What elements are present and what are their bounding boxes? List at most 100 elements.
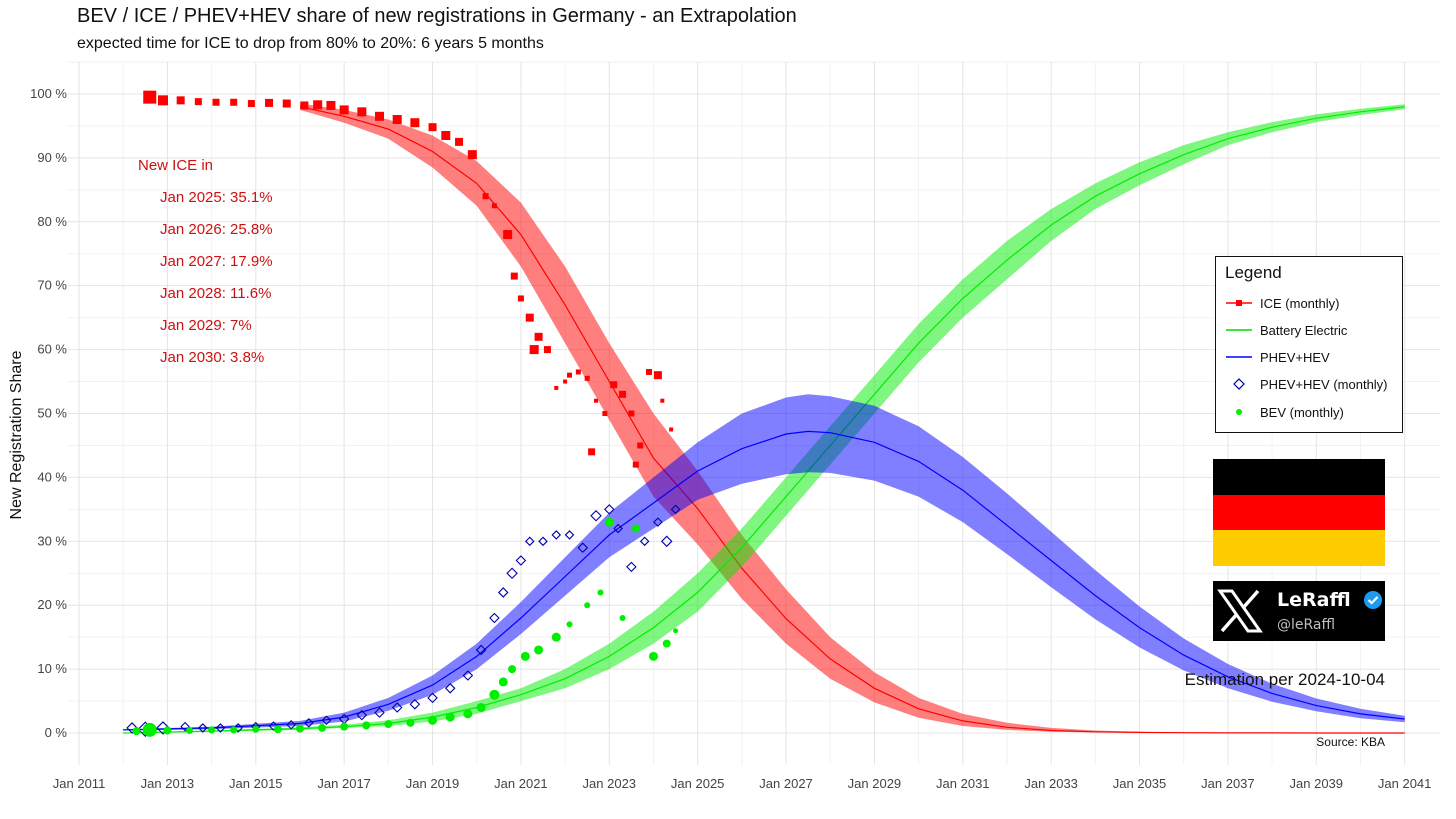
phev-hev-monthly-point: [577, 542, 589, 553]
x-tick-label: Jan 2015: [229, 776, 283, 791]
x-tick-label: Jan 2033: [1024, 776, 1078, 791]
ice-monthly-point: [467, 150, 477, 160]
ice-monthly-point: [503, 230, 513, 240]
author-handle: @leRaffl: [1277, 617, 1336, 633]
legend-title: Legend: [1225, 263, 1282, 282]
flag-stripe-black: [1213, 459, 1385, 495]
phev-hev-monthly-point: [538, 536, 548, 547]
ice-monthly-point: [230, 98, 238, 106]
x-tick-label: Jan 2017: [317, 776, 371, 791]
chart-title: BEV / ICE / PHEV+HEV share of new regist…: [77, 5, 797, 27]
phev-hev-monthly-point: [391, 702, 403, 713]
ice-monthly-point: [669, 427, 674, 432]
y-tick-label: 30 %: [37, 533, 67, 548]
bev-monthly-point: [186, 726, 194, 734]
ice-monthly-point: [510, 272, 518, 280]
ice-monthly-point: [660, 398, 665, 403]
annotation-line: Jan 2026: 25.8%: [160, 221, 273, 238]
legend-item-battery-electric: Battery Electric: [1224, 320, 1347, 340]
phev-hev-monthly-point: [197, 723, 208, 733]
phev-hev-monthly-point: [497, 587, 509, 598]
y-tick-label: 60 %: [37, 342, 67, 357]
x-tick-label: Jan 2037: [1201, 776, 1255, 791]
line-icon: [1226, 329, 1252, 331]
phev-hev-monthly-point: [613, 523, 623, 534]
ice-monthly-point: [194, 98, 202, 106]
x-tick-label: Jan 2019: [406, 776, 460, 791]
ice-monthly-point: [491, 203, 497, 209]
verified-badge-icon: [1364, 591, 1382, 609]
phev-hev-monthly-point: [626, 561, 637, 573]
y-tick-label: 80 %: [37, 214, 67, 229]
x-tick-label: Jan 2025: [671, 776, 725, 791]
bev-monthly-point: [566, 621, 573, 628]
chart-legend: Legend ICE (monthly) Battery Electric PH…: [1215, 256, 1403, 433]
annotation-line: Jan 2028: 11.6%: [160, 285, 271, 302]
legend-item-bev-monthly: BEV (monthly): [1224, 402, 1344, 422]
ice-monthly-point: [653, 371, 662, 380]
y-tick-label: 40 %: [37, 469, 67, 484]
bev-monthly-point: [208, 726, 216, 734]
ice-monthly-point: [212, 98, 220, 106]
phev-hev-monthly-point: [409, 699, 421, 710]
ice-monthly-point: [563, 379, 568, 384]
line-icon: [1226, 356, 1252, 358]
ice-monthly-point: [282, 99, 291, 108]
ice-monthly-point: [428, 123, 437, 132]
bev-monthly-point: [428, 715, 438, 725]
phev-hev-monthly-point: [660, 535, 673, 548]
ice-monthly-point: [588, 448, 596, 456]
phev-hev-monthly-point: [551, 530, 562, 540]
ice-monthly-point: [554, 385, 559, 390]
bev-monthly-point: [318, 723, 327, 732]
band-phev-hev: [123, 394, 1405, 731]
bev-monthly-point: [163, 726, 172, 735]
ice-monthly-point: [357, 107, 367, 117]
y-tick-label: 90 %: [37, 150, 67, 165]
ice-monthly-point: [529, 345, 539, 355]
line-ice: [299, 106, 1405, 734]
phev-hev-monthly-point: [670, 504, 681, 515]
dot-icon: [1236, 409, 1242, 415]
ice-monthly-point: [441, 130, 451, 140]
x-tick-label: Jan 2011: [53, 776, 106, 791]
annotation-line: Jan 2025: 35.1%: [160, 189, 273, 206]
bev-monthly-point: [648, 651, 658, 661]
phev-hev-monthly-point: [489, 612, 500, 624]
annotation-heading: New ICE in: [138, 157, 213, 174]
phev-hev-monthly-point: [639, 536, 650, 547]
ice-forecast-annotation: New ICE in Jan 2025: 35.1% Jan 2026: 25.…: [138, 157, 273, 366]
bev-monthly-point: [520, 651, 530, 661]
bev-monthly-point: [604, 517, 614, 527]
x-tick-label: Jan 2027: [759, 776, 813, 791]
ice-monthly-point: [567, 372, 573, 378]
bev-monthly-point: [551, 632, 561, 642]
x-tick-label: Jan 2031: [936, 776, 990, 791]
bev-monthly-point: [534, 645, 544, 655]
phev-hev-monthly-point: [356, 709, 368, 721]
legend-label: PHEV+HEV: [1260, 349, 1330, 365]
ice-monthly-point: [637, 442, 644, 449]
x-tick-label: Jan 2039: [1290, 776, 1344, 791]
annotation-line: Jan 2029: 7%: [160, 317, 252, 334]
ice-monthly-point: [375, 111, 385, 121]
series-points: [126, 90, 681, 737]
x-tick-label: Jan 2029: [848, 776, 902, 791]
bev-monthly-point: [362, 721, 371, 730]
x-tick-label: Jan 2013: [141, 776, 195, 791]
ice-monthly-point: [628, 410, 635, 417]
source-note: Source: KBA: [1316, 735, 1385, 749]
bev-monthly-point: [445, 712, 455, 722]
phev-hev-monthly-point: [462, 670, 474, 681]
phev-hev-monthly-point: [321, 715, 332, 726]
phev-hev-monthly-point: [475, 644, 487, 656]
phev-hev-monthly-point: [427, 692, 438, 704]
legend-item-phev-hev: PHEV+HEV: [1224, 347, 1330, 367]
estimation-date: Estimation per 2024-10-04: [1184, 670, 1385, 689]
bev-monthly-point: [673, 628, 679, 634]
ice-monthly-point: [594, 398, 599, 403]
author-name: LeRaffl: [1277, 589, 1351, 611]
ice-monthly-point: [339, 105, 349, 115]
y-tick-label: 10 %: [37, 661, 67, 676]
